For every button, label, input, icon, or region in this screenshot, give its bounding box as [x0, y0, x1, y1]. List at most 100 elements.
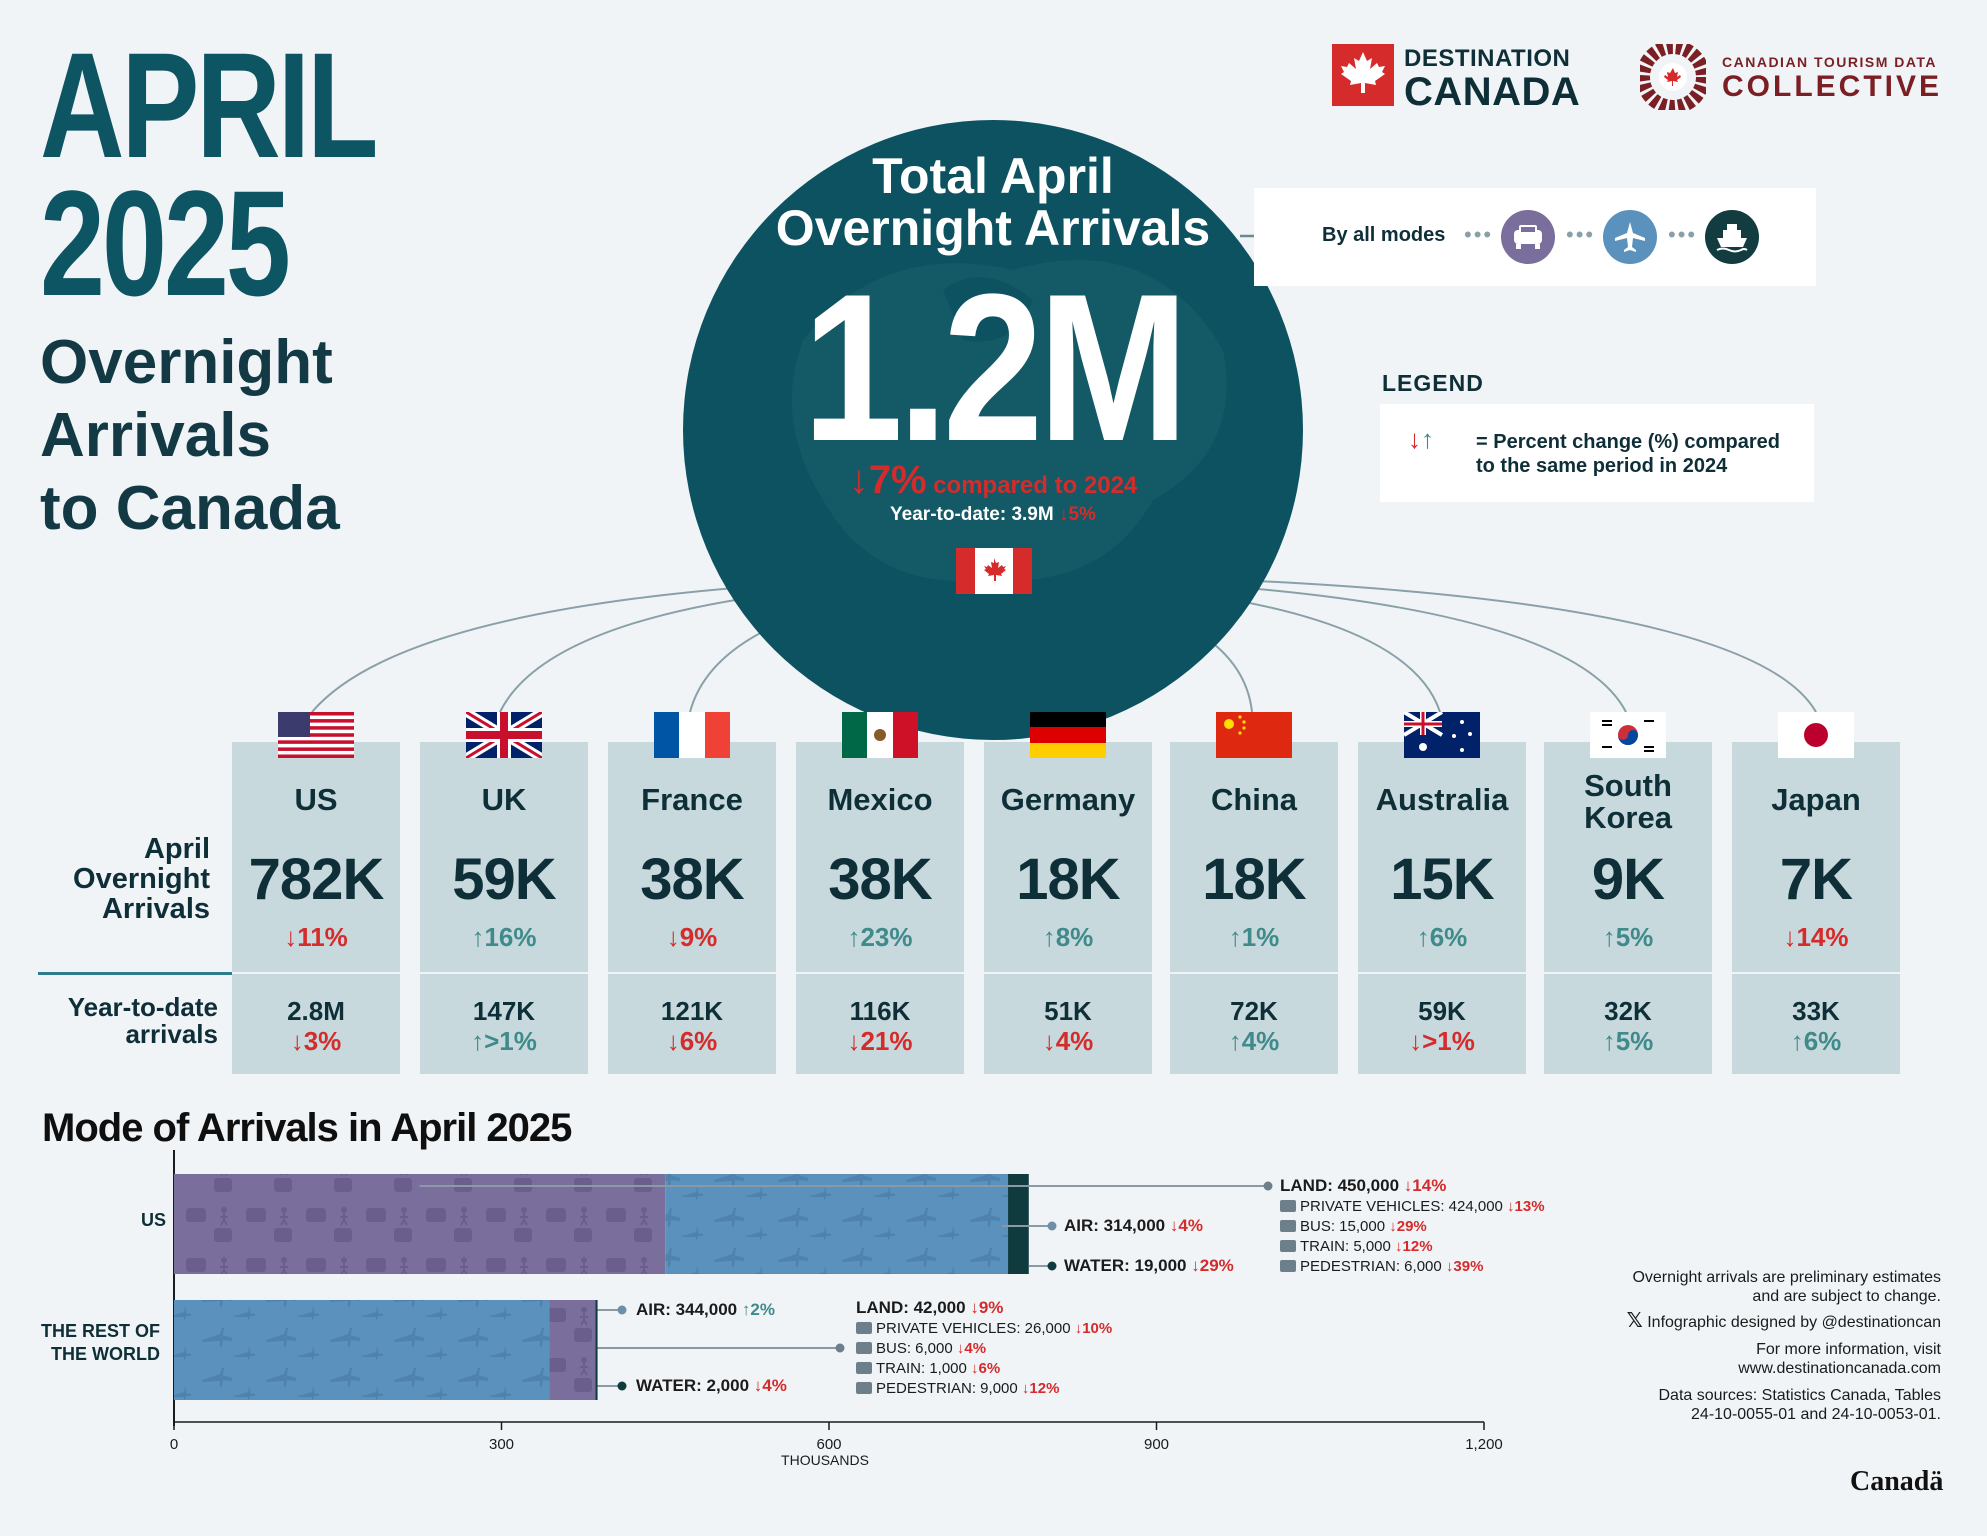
country-ytd-change: ↑>1% [471, 1026, 537, 1056]
more-info[interactable]: For more information, visit www.destinat… [1738, 1340, 1941, 1378]
destination-canada-logo: DESTINATION CANADA [1332, 42, 1582, 112]
bus-icon [1280, 1220, 1296, 1232]
country-name: Australia [1375, 782, 1509, 817]
land-sub-label: PRIVATE VEHICLES: 424,000 [1300, 1198, 1503, 1215]
country-ytd-card [796, 974, 964, 1074]
country-ytd-change: ↑4% [1228, 1026, 1280, 1056]
x-axis-label: THOUSANDS [781, 1452, 869, 1468]
country-card [1358, 742, 1526, 972]
total-circle [683, 120, 1303, 740]
row-land-sub-item: PEDESTRIAN: 9,000 ↓12% [856, 1380, 1059, 1397]
country-column-australia: Australia 15K ↑6% 59K ↓>1% [1358, 712, 1526, 1074]
title-month: APRIL [40, 21, 379, 189]
ctdc-logo: CANADIAN TOURISM DATA COLLECTIVE [1640, 44, 1940, 110]
land-sub-label: TRAIN: 5,000 [1300, 1238, 1391, 1255]
row-land-sub-item: PRIVATE VEHICLES: 26,000 ↓10% [856, 1320, 1112, 1337]
category-label-us: US [140, 1210, 166, 1230]
title-year: 2025 [40, 159, 291, 327]
x-tick-label: 1,200 [1465, 1436, 1503, 1453]
france-flag-icon [654, 712, 730, 758]
x-tick-label: 600 [816, 1436, 841, 1453]
country-ytd: 147K [472, 996, 536, 1026]
dc-logo-line1: DESTINATION [1404, 45, 1571, 72]
legend-text: = Percent change (%) compared to the sam… [1476, 431, 1780, 477]
legend-box: ↓↑ = Percent change (%) compared to the … [1380, 404, 1814, 502]
us-air-leader-dot [1047, 1221, 1057, 1231]
data-sources: Data sources: Statistics Canada, Tables … [1658, 1386, 1941, 1424]
country-ytd: 72K [1230, 996, 1278, 1026]
us-land-label: LAND: 450,000 ↓14% [1280, 1176, 1446, 1196]
row-water-change: ↓4% [753, 1376, 787, 1395]
plane-icon [1603, 210, 1657, 264]
subtitle-line: Arrivals [40, 401, 271, 470]
page-subtitle: Overnight Arrivals to Canada [40, 326, 340, 545]
subtitle-line: to Canada [40, 474, 340, 543]
country-ytd-card [420, 974, 588, 1074]
country-change: ↑1% [1228, 922, 1280, 952]
country-card [1170, 742, 1338, 972]
sources-line: 24-10-0055-01 and 24-10-0053-01. [1691, 1406, 1941, 1423]
us-land-sub-item: PEDESTRIAN: 6,000 ↓39% [1280, 1258, 1483, 1275]
modes-box: By all modes ••• ••• ••• [1254, 188, 1816, 286]
land-sub-label: PRIVATE VEHICLES: 26,000 [876, 1320, 1071, 1337]
canada-wordmark: Canadä [1850, 1466, 1944, 1497]
country-name: France [641, 782, 743, 817]
country-name: South Korea [1584, 768, 1672, 835]
country-change: ↓11% [284, 922, 348, 952]
ship-icon [1705, 210, 1759, 264]
bus-icon [856, 1342, 872, 1354]
train-icon [1280, 1240, 1296, 1252]
designed-by[interactable]: 𝕏 Infographic designed by @destinationca… [1626, 1310, 1941, 1332]
land-sub-change: ↓39% [1445, 1258, 1484, 1275]
total-title-line1: Total April [872, 148, 1114, 204]
country-ytd: 121K [660, 996, 724, 1026]
land-sub-change: ↓12% [1395, 1238, 1433, 1255]
row-land-label: LAND: 42,000 ↓9% [856, 1298, 1003, 1318]
us-flag-icon [278, 712, 354, 758]
country-name: China [1210, 782, 1298, 817]
legend-title: LEGEND [1382, 370, 1484, 396]
land-sub-change: ↓29% [1389, 1218, 1427, 1235]
legend-arrows: ↓↑ [1408, 424, 1434, 454]
us-water-label: WATER: 19,000 ↓29% [1064, 1256, 1234, 1276]
row-divider [38, 972, 232, 975]
row-land-text: LAND: 42,000 [856, 1298, 966, 1317]
x-logo-icon: 𝕏 [1626, 1310, 1643, 1332]
country-ytd: 51K [1044, 996, 1092, 1026]
south-korea-flag-icon [1590, 712, 1666, 758]
land-sub-change: ↓12% [1021, 1380, 1060, 1397]
us-air-text: AIR: 314,000 [1064, 1216, 1166, 1235]
country-name: Germany [1000, 782, 1136, 817]
us-land-sub-item: BUS: 15,000 ↓29% [1280, 1218, 1427, 1235]
row-land-sub-item: BUS: 6,000 ↓4% [856, 1340, 986, 1357]
info-line: For more information, visit [1756, 1341, 1941, 1358]
country-ytd-change: ↓6% [666, 1026, 718, 1056]
country-name: Japan [1771, 782, 1861, 817]
country-card [1544, 742, 1712, 972]
country-value: 18K [1016, 847, 1120, 912]
modes-label: By all modes [1322, 224, 1446, 246]
land-sub-change: ↓4% [956, 1340, 987, 1357]
country-ytd-change: ↓21% [847, 1026, 913, 1056]
country-name: US [294, 782, 338, 817]
total-ytd: Year-to-date: 3.9M ↓5% [683, 504, 1303, 526]
land-sub-label: PEDESTRIAN: 9,000 [876, 1380, 1018, 1397]
row-land-change: ↓9% [970, 1298, 1004, 1317]
mexico-flag-icon [842, 712, 918, 758]
ctdc-logo-line1: CANADIAN TOURISM DATA [1722, 54, 1938, 70]
country-column-mexico: Mexico 38K ↑23% 116K ↓21% [796, 712, 964, 1074]
country-card [1732, 742, 1900, 972]
ctdc-logo-line2: COLLECTIVE [1722, 70, 1943, 103]
country-card [984, 742, 1152, 972]
us-water-text: WATER: 19,000 [1064, 1256, 1187, 1275]
info-link[interactable]: www.destinationcanada.com [1738, 1360, 1941, 1377]
uk-flag-icon [466, 712, 542, 758]
designed-by-text: Infographic designed by @destinationcan [1647, 1314, 1941, 1331]
country-card [232, 742, 400, 972]
country-ytd-card [984, 974, 1152, 1074]
row-air-text: AIR: 344,000 [636, 1300, 738, 1319]
us-land-text: LAND: 450,000 [1280, 1176, 1400, 1195]
total-title: Total April Overnight Arrivals [683, 150, 1303, 254]
subtitle-line: Overnight [40, 328, 333, 397]
total-ytd-change: ↓5% [1058, 504, 1096, 525]
